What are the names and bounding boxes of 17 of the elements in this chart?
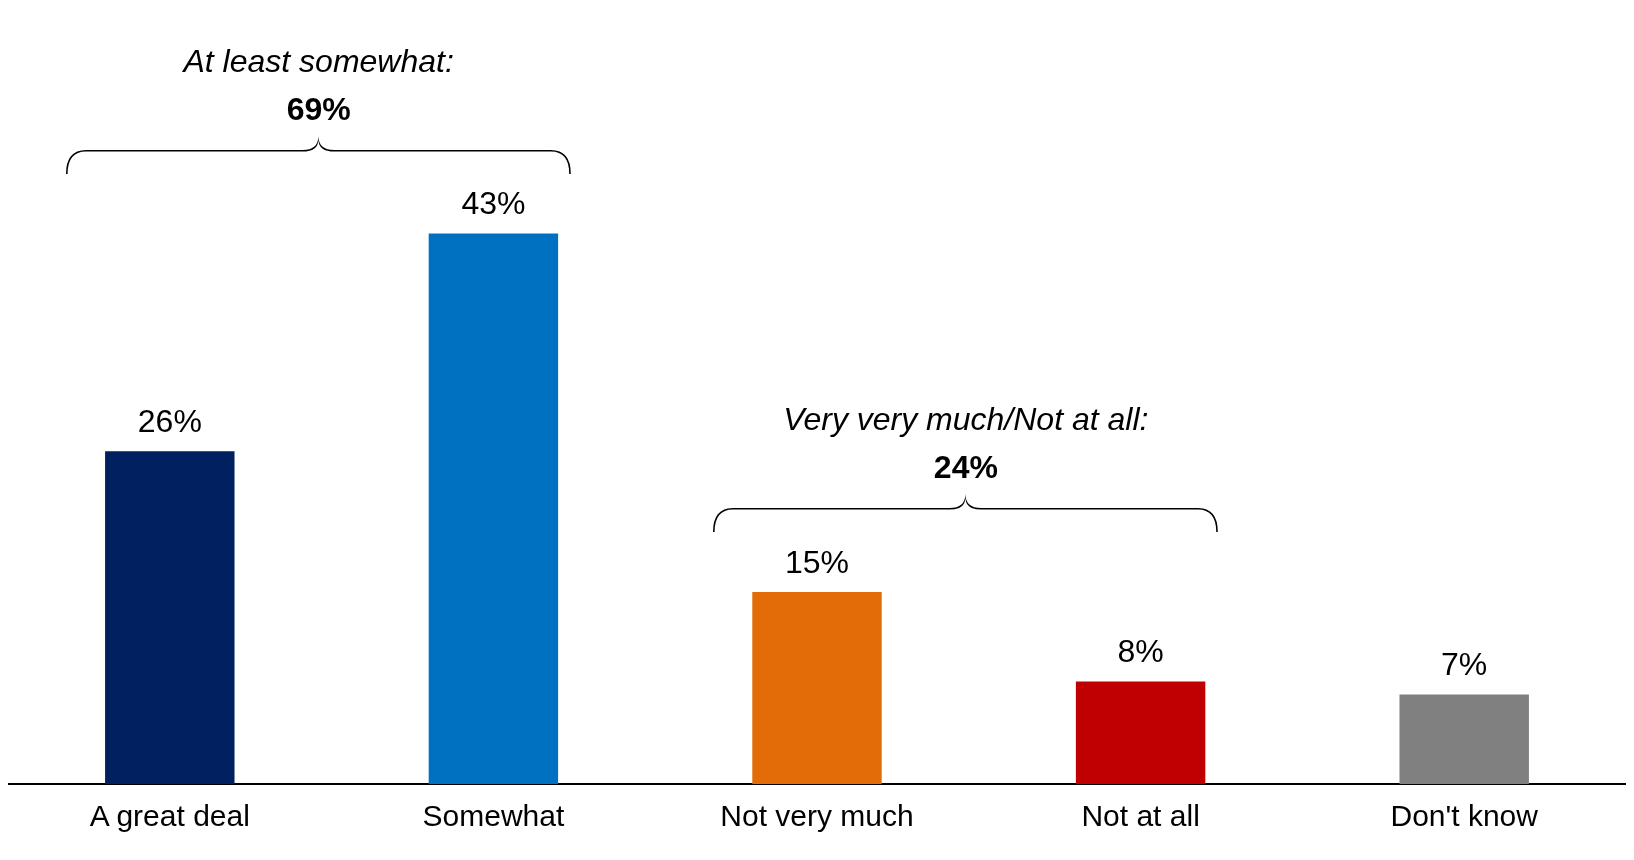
bar [752,592,882,784]
data-label: 7% [1441,646,1488,683]
annotation: Very very much/Not at all: 24% [783,401,1149,485]
bar [428,233,559,784]
bar [1075,681,1206,784]
bar [105,451,235,784]
text: At least somewhat: 69% [181,42,454,127]
data-label: 26% [137,403,202,440]
bar [1399,694,1529,784]
data-label: 43% [461,185,526,222]
x-tick-label: Don't know [1390,799,1539,833]
x-tick-label: Not very much [720,799,914,833]
x-tick-label: Not at all [1081,799,1200,833]
x-tick-label: A great deal [89,799,250,833]
data-label: 15% [784,543,850,580]
x-tick-label: Somewhat [422,799,565,833]
data-label: 8% [1117,633,1164,670]
